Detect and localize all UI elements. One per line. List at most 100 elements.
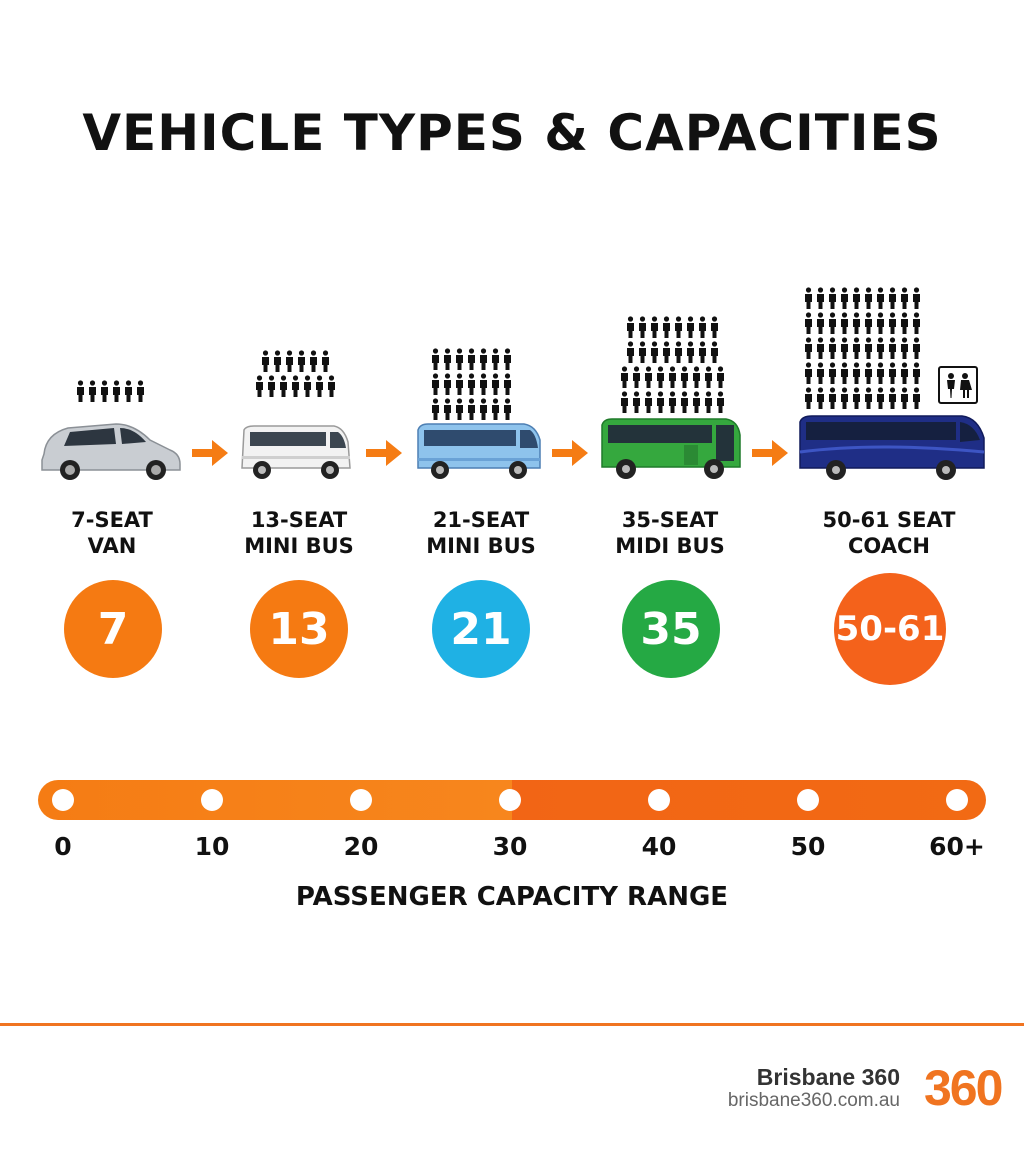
person-icon: [285, 350, 294, 372]
person-icon: [828, 362, 837, 384]
person-icon: [455, 373, 464, 395]
person-icon: [297, 350, 306, 372]
person-icon: [674, 341, 683, 363]
person-icon: [852, 312, 861, 334]
capacity-value: 50-61: [835, 609, 945, 649]
person-icon: [327, 375, 336, 397]
vehicle-label-line2: MINI BUS: [426, 534, 536, 558]
tick-marker: [52, 789, 74, 811]
passenger-icons-21-seat: [431, 348, 512, 420]
person-icon: [864, 312, 873, 334]
person-icon: [698, 316, 707, 338]
tick-label: 20: [343, 832, 379, 861]
person-icon: [864, 362, 873, 384]
tick-label: 50: [790, 832, 826, 861]
person-icon: [816, 287, 825, 309]
scale-title: PASSENGER CAPACITY RANGE: [295, 882, 729, 912]
person-icon: [804, 387, 813, 409]
person-icon: [644, 391, 653, 413]
capacity-badge-van: 7: [64, 580, 162, 678]
person-row: [804, 312, 921, 334]
arrow-right-icon: [192, 440, 228, 466]
person-icon: [662, 316, 671, 338]
person-row: [620, 366, 725, 388]
tick-marker: [350, 789, 372, 811]
person-row: [76, 380, 145, 402]
person-icon: [912, 362, 921, 384]
brand-name: Brisbane 360: [756, 1064, 900, 1090]
person-row: [804, 387, 921, 409]
person-row: [804, 287, 921, 309]
person-icon: [864, 337, 873, 359]
person-row: [431, 373, 512, 395]
person-icon: [650, 341, 659, 363]
person-icon: [900, 287, 909, 309]
person-icon: [309, 350, 318, 372]
passenger-icons-35-seat: [620, 316, 725, 413]
person-icon: [431, 398, 440, 420]
person-icon: [662, 341, 671, 363]
vehicle-label-13-seat: 13-SEAT MINI BUS: [204, 507, 394, 559]
person-icon: [668, 366, 677, 388]
tick-label: 10: [194, 832, 230, 861]
person-icon: [668, 391, 677, 413]
person-icon: [852, 387, 861, 409]
person-row: [620, 391, 725, 413]
person-icon: [876, 362, 885, 384]
person-icon: [840, 362, 849, 384]
capacity-badge-coach: 50-61: [834, 573, 946, 685]
vehicle-label-line1: 21-SEAT: [432, 508, 530, 532]
person-icon: [828, 337, 837, 359]
person-icon: [674, 316, 683, 338]
person-icon: [455, 398, 464, 420]
person-icon: [704, 366, 713, 388]
person-icon: [124, 380, 133, 402]
mini-bus-13-image: [241, 425, 351, 479]
mini-bus-21-image: [417, 423, 541, 479]
person-row: [626, 316, 719, 338]
person-icon: [716, 366, 725, 388]
vehicle-label-coach: 50-61 SEAT COACH: [794, 507, 984, 559]
person-icon: [644, 366, 653, 388]
person-icon: [503, 398, 512, 420]
person-icon: [698, 341, 707, 363]
person-row: [431, 398, 512, 420]
person-icon: [261, 350, 270, 372]
arrow-right-icon: [366, 440, 402, 466]
capacity-range-bar: [38, 780, 986, 820]
person-icon: [491, 373, 500, 395]
tick-marker: [499, 789, 521, 811]
capacity-badge-35-seat: 35: [622, 580, 720, 678]
person-icon: [273, 350, 282, 372]
person-icon: [840, 387, 849, 409]
tick-marker: [201, 789, 223, 811]
person-icon: [852, 287, 861, 309]
footer-divider: [0, 1023, 1024, 1026]
passenger-icons-van: [76, 380, 145, 402]
person-icon: [900, 362, 909, 384]
person-icon: [876, 287, 885, 309]
tick-marker: [946, 789, 968, 811]
person-icon: [455, 348, 464, 370]
person-icon: [100, 380, 109, 402]
person-icon: [816, 362, 825, 384]
tick-label: 0: [54, 832, 72, 861]
coach-image: [799, 415, 985, 480]
person-icon: [900, 312, 909, 334]
capacity-badge-13-seat: 13: [250, 580, 348, 678]
person-icon: [467, 348, 476, 370]
person-icon: [503, 373, 512, 395]
person-icon: [467, 398, 476, 420]
person-icon: [620, 366, 629, 388]
tick-label: 40: [641, 832, 677, 861]
person-icon: [888, 362, 897, 384]
person-icon: [638, 341, 647, 363]
capacity-value: 7: [97, 603, 129, 655]
person-icon: [888, 337, 897, 359]
capacity-value: 13: [268, 603, 330, 655]
person-icon: [479, 373, 488, 395]
person-icon: [315, 375, 324, 397]
person-icon: [710, 316, 719, 338]
person-icon: [888, 287, 897, 309]
person-row: [255, 375, 336, 397]
